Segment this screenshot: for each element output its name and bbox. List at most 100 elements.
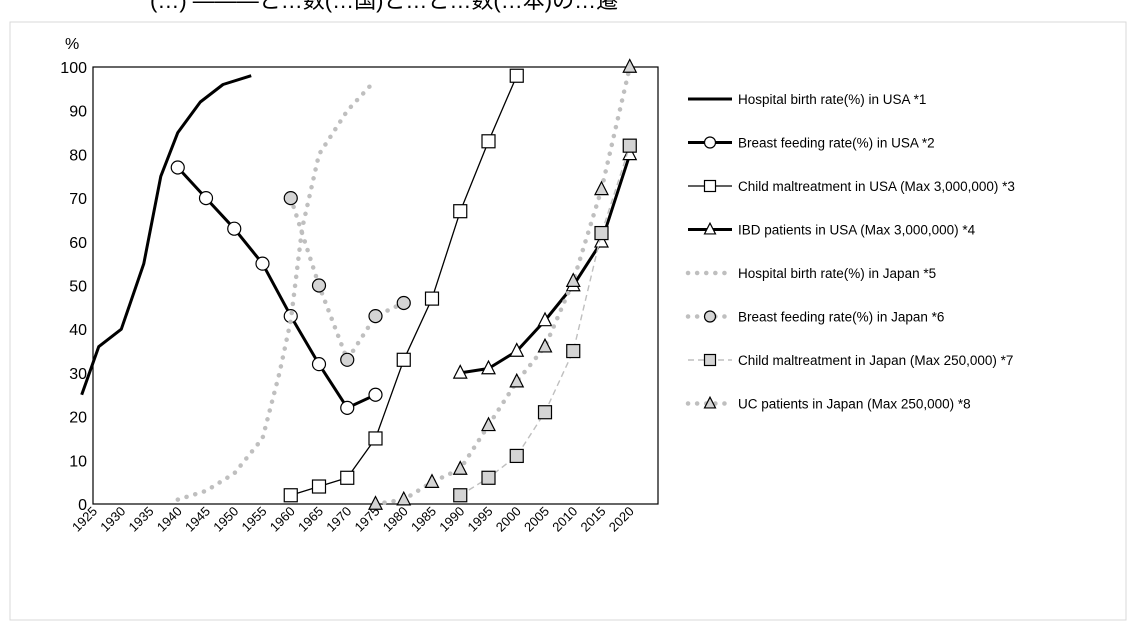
data-point bbox=[537, 337, 553, 353]
y-tick-label: 60 bbox=[69, 235, 87, 252]
legend-marker bbox=[703, 353, 717, 367]
data-point bbox=[594, 233, 609, 248]
data-point bbox=[368, 495, 383, 510]
data-point bbox=[170, 160, 185, 175]
data-point bbox=[368, 431, 383, 446]
legend-entry: Child maltreatment in USA (Max 3,000,000… bbox=[688, 179, 1015, 194]
legend-marker bbox=[703, 221, 717, 235]
legend-marker bbox=[703, 395, 717, 409]
legend-label: IBD patients in USA (Max 3,000,000) *4 bbox=[738, 223, 976, 238]
data-point bbox=[537, 311, 553, 327]
data-point bbox=[481, 359, 496, 375]
legend-entry: Breast feeding rate(%) in USA *2 bbox=[688, 136, 935, 151]
x-tick-label: 1980 bbox=[380, 504, 411, 535]
legend-entry: UC patients in Japan (Max 250,000) *8 bbox=[685, 395, 971, 412]
data-point bbox=[340, 352, 355, 367]
series-line bbox=[80, 74, 252, 396]
data-point bbox=[424, 473, 440, 488]
x-tick-label: 1925 bbox=[69, 504, 100, 535]
data-point bbox=[509, 342, 525, 357]
data-point bbox=[566, 343, 581, 359]
legend-marker bbox=[703, 310, 717, 323]
data-point bbox=[227, 221, 242, 236]
data-point bbox=[565, 272, 581, 287]
data-point bbox=[368, 387, 383, 402]
x-tick-label: 1945 bbox=[182, 504, 213, 535]
legend-marker bbox=[703, 179, 717, 193]
data-point bbox=[283, 191, 298, 206]
data-point bbox=[481, 470, 496, 485]
data-point bbox=[311, 278, 327, 293]
series-5 bbox=[175, 77, 378, 502]
y-tick-label: 80 bbox=[69, 147, 87, 164]
y-tick-label: 20 bbox=[69, 410, 87, 427]
data-point bbox=[453, 488, 468, 503]
y-tick-label: 90 bbox=[69, 104, 87, 121]
y-tick-label: 30 bbox=[69, 366, 87, 383]
x-tick-label: 1970 bbox=[323, 504, 354, 535]
data-point bbox=[255, 256, 270, 271]
y-tick-label: 40 bbox=[69, 322, 87, 339]
data-point bbox=[340, 470, 355, 485]
x-tick-label: 1960 bbox=[267, 504, 298, 535]
data-point bbox=[340, 400, 355, 415]
x-tick-label: 1995 bbox=[465, 504, 496, 535]
legend-label: Hospital birth rate(%) in Japan *5 bbox=[738, 266, 936, 281]
data-point bbox=[396, 295, 411, 311]
x-tick-label: 1930 bbox=[97, 504, 128, 535]
x-tick-label: 1955 bbox=[239, 504, 270, 535]
data-point bbox=[509, 68, 524, 83]
x-tick-labels: 1925193019351940194519501955196019651970… bbox=[69, 504, 637, 535]
data-point bbox=[311, 479, 327, 494]
legend-entry: Breast feeding rate(%) in Japan *6 bbox=[685, 310, 944, 325]
data-point bbox=[481, 134, 496, 149]
legend-entry: Hospital birth rate(%) in Japan *5 bbox=[685, 266, 936, 281]
data-point bbox=[396, 352, 411, 367]
x-tick-label: 2015 bbox=[578, 504, 609, 535]
series-line bbox=[373, 64, 633, 507]
x-tick-label: 2000 bbox=[493, 504, 524, 535]
legend-label: Breast feeding rate(%) in USA *2 bbox=[738, 136, 935, 151]
data-point bbox=[481, 416, 496, 432]
series-3 bbox=[283, 68, 524, 503]
data-point bbox=[622, 138, 637, 153]
legend-entry: Hospital birth rate(%) in USA *1 bbox=[688, 92, 926, 107]
data-point bbox=[594, 225, 609, 241]
legend-label: Child maltreatment in USA (Max 3,000,000… bbox=[738, 179, 1015, 194]
data-point bbox=[424, 291, 440, 306]
x-tick-label: 1935 bbox=[126, 504, 157, 535]
legend-label: Child maltreatment in Japan (Max 250,000… bbox=[738, 353, 1013, 368]
x-tick-label: 1950 bbox=[210, 504, 241, 535]
y-axis-label: % bbox=[65, 36, 79, 53]
x-tick-label: 1985 bbox=[408, 504, 439, 535]
data-point bbox=[594, 180, 609, 196]
data-point bbox=[311, 357, 327, 372]
x-tick-label: 1965 bbox=[295, 504, 326, 535]
data-point bbox=[452, 460, 468, 475]
series-layer bbox=[80, 58, 638, 510]
y-tick-label: 10 bbox=[69, 453, 87, 470]
legend: Hospital birth rate(%) in USA *1 Breast f… bbox=[685, 92, 1015, 412]
series-6 bbox=[283, 191, 411, 367]
series-line bbox=[288, 195, 407, 363]
data-point bbox=[453, 204, 468, 219]
y-tick-labels: 0 10 20 30 40 50 60 70 80 90 100 bbox=[60, 60, 87, 514]
chart-title: (…) ―――と…数(…国)と…と…数(…本)の…遷 bbox=[150, 0, 618, 13]
legend-label: Breast feeding rate(%) in Japan *6 bbox=[738, 310, 944, 325]
x-tick-label: 2010 bbox=[549, 504, 580, 535]
y-tick-label: 50 bbox=[69, 279, 87, 296]
x-tick-label: 2005 bbox=[521, 504, 552, 535]
data-point bbox=[452, 364, 468, 379]
series-2 bbox=[170, 160, 383, 415]
x-tick-label: 1940 bbox=[154, 504, 185, 535]
data-point bbox=[198, 191, 214, 206]
data-point bbox=[537, 405, 553, 420]
series-1 bbox=[80, 74, 252, 396]
data-point bbox=[396, 490, 412, 506]
data-point bbox=[622, 58, 638, 73]
legend-entry: IBD patients in USA (Max 3,000,000) *4 bbox=[688, 221, 976, 238]
data-point bbox=[509, 448, 524, 464]
y-tick-label: 70 bbox=[69, 191, 87, 208]
legend-label: Hospital birth rate(%) in USA *1 bbox=[738, 92, 926, 107]
